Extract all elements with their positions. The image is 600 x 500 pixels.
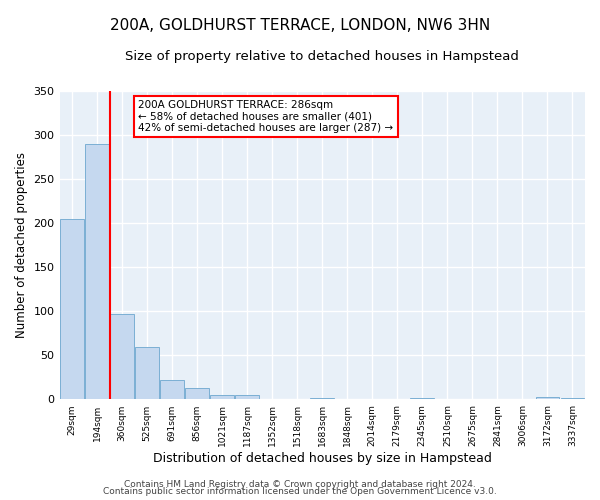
Bar [536, 397, 559, 400]
Text: 200A GOLDHURST TERRACE: 286sqm
← 58% of detached houses are smaller (401)
42% of: 200A GOLDHURST TERRACE: 286sqm ← 58% of … [139, 100, 394, 133]
Bar [185, 388, 209, 400]
Text: Contains HM Land Registry data © Crown copyright and database right 2024.: Contains HM Land Registry data © Crown c… [124, 480, 476, 489]
Bar [235, 395, 259, 400]
Bar [110, 314, 134, 400]
Y-axis label: Number of detached properties: Number of detached properties [15, 152, 28, 338]
Bar [210, 395, 234, 400]
Text: Contains public sector information licensed under the Open Government Licence v3: Contains public sector information licen… [103, 487, 497, 496]
Bar [560, 398, 584, 400]
X-axis label: Distribution of detached houses by size in Hampstead: Distribution of detached houses by size … [153, 452, 492, 465]
Bar [135, 346, 159, 400]
Bar [60, 218, 84, 400]
Title: Size of property relative to detached houses in Hampstead: Size of property relative to detached ho… [125, 50, 519, 63]
Text: 200A, GOLDHURST TERRACE, LONDON, NW6 3HN: 200A, GOLDHURST TERRACE, LONDON, NW6 3HN [110, 18, 490, 32]
Bar [310, 398, 334, 400]
Bar [160, 380, 184, 400]
Bar [85, 144, 109, 400]
Bar [410, 398, 434, 400]
